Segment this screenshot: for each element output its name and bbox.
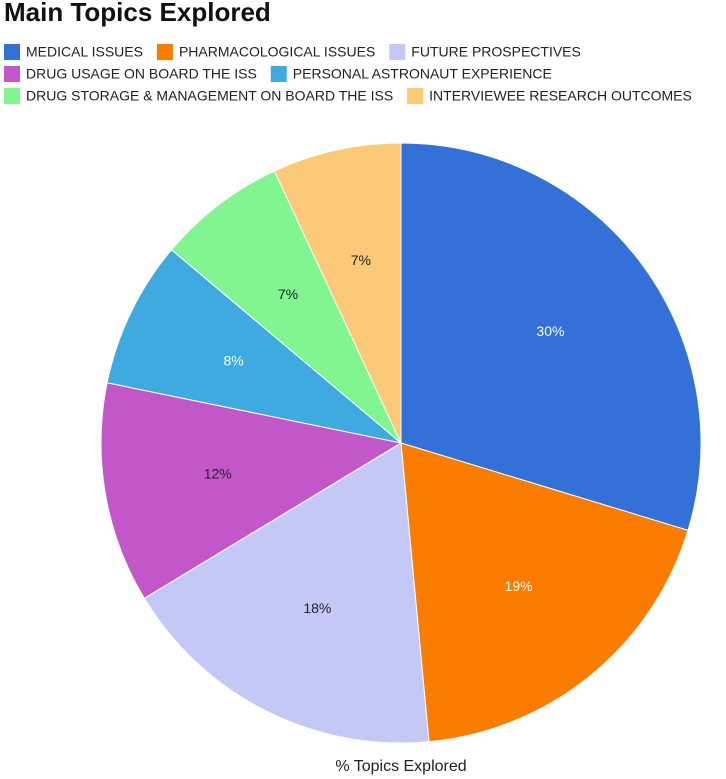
pie-slice: [106, 249, 402, 444]
legend-swatch: [407, 88, 424, 104]
legend-label: PERSONAL ASTRONAUT EXPERIENCE: [293, 66, 552, 82]
data-label: 7%: [278, 286, 298, 302]
pie-slice: [400, 442, 689, 743]
chart-title: Main Topics Explored: [4, 0, 271, 27]
pie-slice: [100, 382, 403, 600]
x-axis-label: % Topics Explored: [335, 758, 466, 775]
data-label: 7%: [351, 252, 371, 268]
pie-slice: [170, 170, 402, 444]
legend-swatch: [4, 44, 20, 60]
legend-label: INTERVIEWEE RESEARCH OUTCOMES: [429, 88, 692, 104]
legend-swatch: [156, 44, 173, 60]
legend-label: DRUG STORAGE & MANAGEMENT ON BOARD THE I…: [26, 88, 393, 104]
pie-slice: [400, 142, 702, 531]
pie-slice: [273, 142, 402, 444]
data-label: 30%: [536, 323, 564, 339]
data-label: 12%: [204, 465, 232, 481]
legend-label: PHARMACOLOGICAL ISSUES: [179, 44, 375, 60]
legend-swatch: [389, 44, 406, 60]
pie-slice: [143, 442, 430, 744]
data-label: 19%: [505, 578, 533, 594]
legend-swatch: [270, 66, 287, 82]
legend-swatch: [4, 88, 20, 104]
legend-label: DRUG USAGE ON BOARD THE ISS: [26, 66, 257, 82]
legend-label: FUTURE PROSPECTIVES: [411, 44, 581, 60]
data-label: 18%: [303, 600, 331, 616]
legend-label: MEDICAL ISSUES: [26, 44, 143, 60]
legend-swatch: [4, 66, 20, 82]
data-label: 8%: [223, 353, 243, 369]
